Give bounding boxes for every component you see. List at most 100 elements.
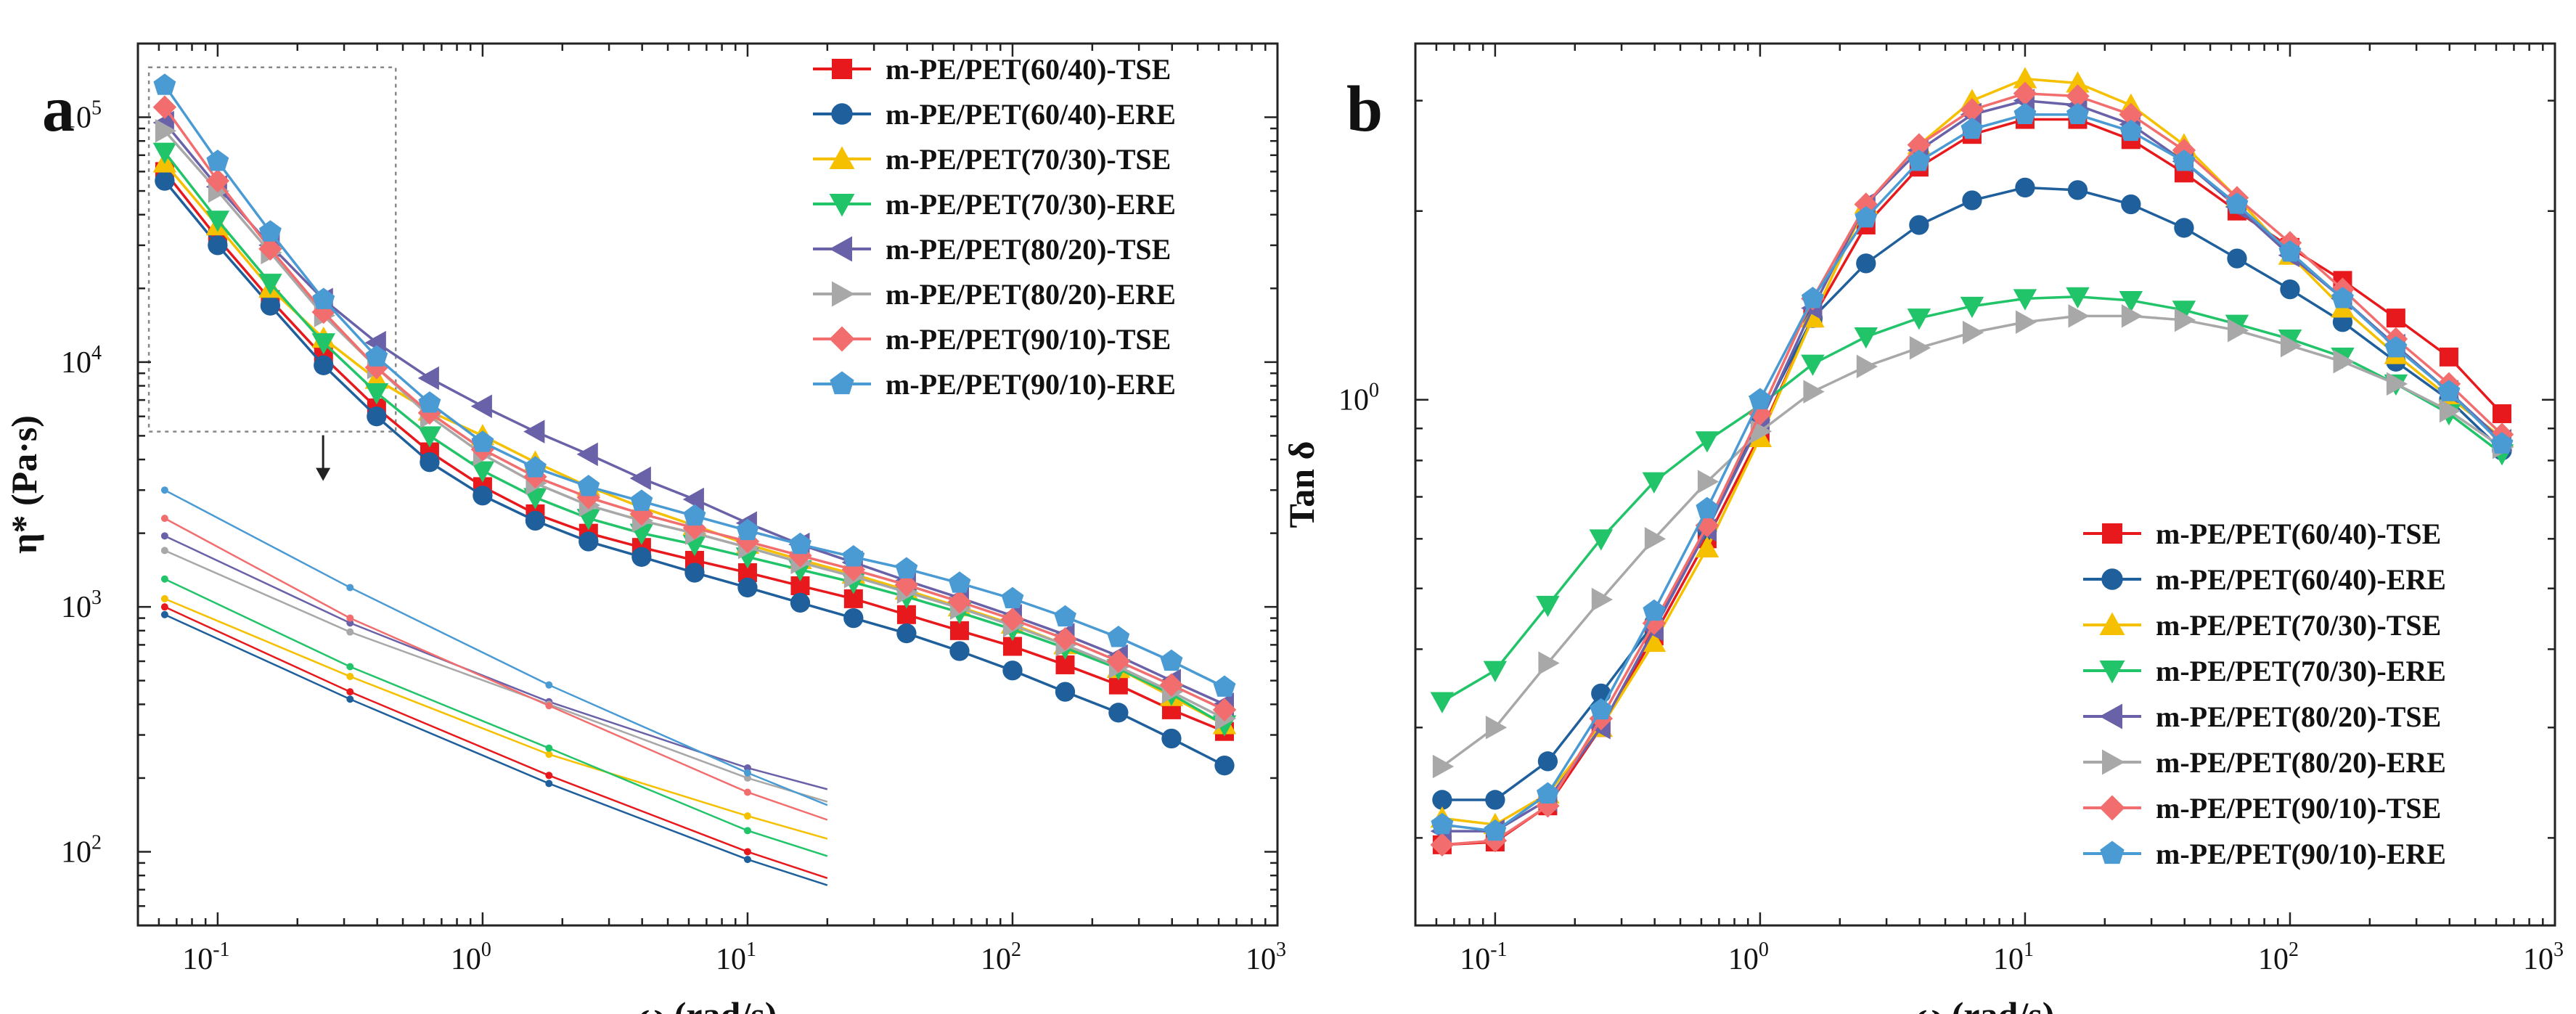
inset-point: [160, 515, 168, 523]
data-point: [1431, 812, 1454, 835]
data-point: [1591, 587, 1614, 612]
data-point: [260, 295, 281, 316]
data-point: [843, 608, 864, 629]
legend-label: m-PE/PET(90/10)-ERE: [2156, 838, 2446, 870]
inset-point: [160, 603, 168, 611]
data-point: [205, 210, 230, 232]
data-point: [1960, 296, 1984, 319]
legend-item: m-PE/PET(80/20)-ERE: [2083, 746, 2446, 779]
legend-item: m-PE/PET(60/40)-ERE: [813, 98, 1176, 131]
legend-label: m-PE/PET(60/40)-TSE: [886, 53, 1171, 86]
data-point: [1801, 287, 1824, 308]
x-tick-label: 103: [1246, 939, 1286, 976]
legend-item: m-PE/PET(90/10)-ERE: [813, 368, 1176, 401]
inset-point: [545, 772, 553, 780]
inset-point: [743, 769, 751, 777]
legend-label: m-PE/PET(80/20)-TSE: [886, 233, 1171, 266]
inset-zoom: [147, 66, 828, 886]
data-point: [470, 461, 495, 483]
x-tick-label: 10-1: [182, 939, 229, 976]
data-point: [1001, 586, 1024, 609]
data-point: [2172, 150, 2196, 171]
data-point: [2493, 404, 2512, 423]
data-point: [947, 589, 972, 614]
data-point: [2015, 310, 2037, 335]
data-point: [1537, 751, 1558, 772]
plot-frame: [1414, 42, 2556, 927]
inset-point: [743, 812, 751, 820]
data-point: [258, 237, 282, 261]
data-point: [1002, 661, 1023, 681]
data-point: [152, 142, 177, 164]
data-point: [1962, 190, 1982, 210]
inset-point: [545, 744, 553, 752]
legend-item: m-PE/PET(90/10)-TSE: [813, 323, 1171, 356]
inset-line: [164, 578, 828, 857]
data-point: [2066, 84, 2090, 108]
inset-point: [346, 628, 354, 636]
x-tick-label: 102: [981, 939, 1021, 976]
data-point: [2015, 177, 2035, 198]
panel-b-label: b: [1346, 73, 1383, 145]
data-point: [1159, 673, 1184, 697]
panel-a-viscosity-chart: a 10-1 100 101 102 103 102 103 104 105 ω (rad/s) η…: [4, 42, 1286, 1014]
data-point: [473, 486, 493, 506]
data-point: [2068, 304, 2090, 328]
y-tick-label: 104: [61, 342, 102, 380]
data-point: [789, 532, 811, 555]
legend-marker: [2099, 703, 2122, 729]
inset-point: [346, 695, 354, 703]
data-point: [683, 504, 706, 526]
data-point: [1696, 496, 1719, 519]
data-point: [1538, 651, 1560, 675]
data-point: [2386, 372, 2408, 396]
inset-series-m-pe-pet-60-40-tse: [160, 603, 828, 880]
data-point: [2172, 300, 2196, 322]
data-point: [1907, 308, 1931, 330]
data-point: [525, 510, 546, 531]
data-point: [949, 641, 970, 661]
data-point: [1054, 605, 1076, 627]
series-m-pe-pet-90-10-ere: [153, 73, 1236, 697]
legend-label: m-PE/PET(70/30)-TSE: [2156, 609, 2441, 642]
inset-series-m-pe-pet-90-10-ere: [160, 486, 828, 806]
data-point: [1909, 335, 1931, 360]
data-point: [684, 563, 705, 583]
legend-marker: [2099, 612, 2125, 635]
legend-label: m-PE/PET(60/40)-TSE: [2156, 518, 2441, 550]
inset-line: [164, 597, 828, 840]
x-tick-label: 10-1: [1460, 939, 1507, 976]
legend-label: m-PE/PET(90/10)-ERE: [886, 368, 1176, 401]
data-point: [314, 355, 334, 375]
data-point: [1430, 692, 1455, 714]
data-point: [1213, 675, 1236, 697]
data-point: [2280, 279, 2300, 300]
inset-point: [743, 774, 751, 782]
data-point: [2437, 380, 2461, 401]
data-point: [1697, 470, 1720, 494]
inset-series-m-pe-pet-60-40-ere: [160, 610, 828, 886]
data-point: [2384, 335, 2408, 358]
x-tick-label: 101: [716, 939, 756, 976]
data-point: [1855, 205, 1878, 228]
data-point: [311, 333, 336, 355]
panel-a-plot: 10-1 100 101 102 103 102 103 104 105 ω (rad/s) η* …: [4, 42, 1286, 1014]
data-point: [736, 518, 759, 541]
data-point: [1212, 698, 1237, 722]
inset-point: [160, 575, 168, 583]
y-tick-label: 100: [1338, 380, 1379, 417]
legend-marker: [2102, 749, 2125, 775]
data-point: [1432, 790, 1452, 810]
legend-label: m-PE/PET(70/30)-ERE: [886, 188, 1176, 221]
data-point: [1960, 117, 1984, 139]
inset-series-m-pe-pet-70-30-ere: [160, 575, 828, 857]
data-point: [523, 456, 547, 478]
inset-point: [346, 688, 354, 696]
data-point: [155, 119, 177, 143]
data-point: [2278, 240, 2302, 262]
legend-label: m-PE/PET(80/20)-ERE: [886, 278, 1176, 311]
legend-item: m-PE/PET(80/20)-TSE: [2083, 700, 2441, 733]
data-point: [1590, 698, 1613, 720]
data-point: [1108, 703, 1129, 723]
data-point: [417, 426, 442, 448]
